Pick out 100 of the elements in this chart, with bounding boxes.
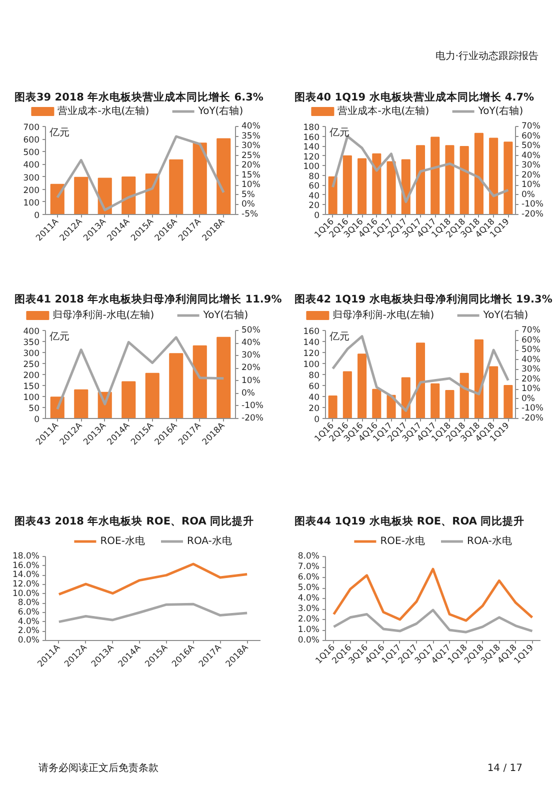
y2-tick-label: 60% — [522, 131, 540, 142]
bar — [445, 390, 454, 418]
legend-label: 归母净利润-水电(左轴) — [52, 309, 154, 321]
bar — [192, 345, 207, 418]
y-tick-label: 60 — [308, 382, 320, 392]
y-tick-label: 2.0% — [18, 626, 40, 636]
bar — [504, 142, 513, 214]
y-tick-label: 20 — [308, 201, 320, 212]
y-axis-title: 亿元 — [48, 128, 70, 138]
y2-tick-label: 70% — [522, 122, 540, 132]
y-tick-label: 200 — [23, 186, 40, 196]
bar — [122, 381, 136, 418]
legend-label: 营业成本-水电(左轴) — [58, 105, 150, 117]
bar — [169, 159, 184, 214]
y2-tick-label: 0% — [522, 394, 535, 404]
y-tick-label: 100 — [23, 393, 40, 403]
y2-tick-label: 10% — [242, 180, 260, 190]
y2-tick-label: 60% — [522, 335, 540, 346]
bar — [489, 366, 498, 418]
legend-label: ROA-水电 — [467, 535, 512, 547]
bar — [50, 184, 64, 214]
chart-title: 图表44 1Q19 水电板块 ROE、ROA 同比提升 — [294, 514, 525, 528]
chart-title: 图表40 1Q19 水电板块营业成本同比增长 4.7% — [294, 90, 535, 104]
y-tick-label: 350 — [23, 338, 40, 348]
y-tick-label: 1.0% — [298, 625, 320, 635]
y-tick-label: 400 — [23, 160, 40, 171]
chart-title: 图表43 2018 年水电板块 ROE、ROA 同比提升 — [14, 514, 254, 528]
y2-tick-label: -20% — [522, 210, 544, 220]
y-tick-label: 160 — [303, 132, 320, 143]
y-tick-label: 700 — [23, 123, 40, 133]
y-tick-label: 4.0% — [298, 594, 320, 604]
y-tick-label: 0.0% — [298, 636, 320, 646]
y2-tick-label: 0% — [522, 190, 535, 200]
chart-title: 图表42 1Q19 水电板块归母净利润同比增长 19.3% — [294, 292, 553, 306]
bar — [216, 336, 231, 418]
y-tick-label: 20 — [308, 404, 320, 414]
legend-label: 营业成本-水电(左轴) — [338, 105, 430, 117]
bar — [358, 158, 367, 214]
y2-tick-label: 30% — [522, 364, 540, 375]
y-tick-label: 180 — [303, 123, 320, 133]
legend-label: YoY(右轴) — [197, 105, 244, 117]
bar — [372, 153, 382, 214]
legend-label: ROA-水电 — [187, 535, 232, 547]
y-tick-label: 14.0% — [12, 570, 40, 580]
y2-tick-label: 20% — [522, 170, 540, 180]
line-series — [332, 135, 510, 204]
y-tick-label: 0 — [34, 415, 40, 425]
y2-tick-label: 50% — [522, 345, 540, 356]
y2-tick-label: 0% — [242, 388, 255, 398]
y-tick-label: 140 — [303, 142, 320, 153]
y-tick-label: 0 — [314, 415, 320, 425]
bar — [328, 176, 338, 214]
y-tick-label: 10.0% — [12, 588, 40, 599]
y-tick-label: 200 — [23, 371, 40, 381]
y2-tick-label: -10% — [242, 400, 264, 411]
y-tick-label: 18.0% — [12, 552, 40, 562]
bar — [122, 176, 136, 214]
legend-label: 归母净利润-水电(左轴) — [332, 309, 434, 321]
y2-tick-label: 40% — [242, 122, 260, 132]
y2-tick-label: 30% — [522, 160, 540, 171]
y-tick-label: 12.0% — [12, 580, 40, 590]
y-tick-label: 8.0% — [298, 552, 320, 562]
y-tick-label: 6.0% — [18, 608, 40, 618]
bar — [342, 155, 352, 214]
y2-tick-label: -20% — [242, 414, 264, 424]
y2-tick-label: -10% — [522, 200, 544, 210]
bar — [358, 354, 367, 418]
chart-title: 图表39 2018 年水电板块营业成本同比增长 6.3% — [14, 90, 264, 104]
text: 请务必阅读正文后免责条款 — [38, 762, 158, 774]
y-tick-label: 0 — [314, 211, 320, 221]
bar — [169, 353, 184, 418]
bar — [430, 136, 440, 214]
y2-tick-label: 35% — [242, 131, 260, 142]
y-tick-label: 8.0% — [18, 598, 40, 608]
y-tick-label: 80 — [308, 371, 320, 381]
y2-tick-label: -20% — [522, 414, 544, 424]
y2-tick-label: -5% — [242, 210, 258, 220]
legend-label: YoY(右轴) — [202, 309, 248, 321]
y-tick-label: 140 — [303, 338, 320, 348]
y-axis-title: 亿元 — [328, 128, 350, 138]
bar — [216, 138, 231, 214]
y-tick-label: 50 — [28, 404, 40, 414]
bar — [386, 161, 396, 214]
text: 14 / 17 — [487, 763, 523, 774]
bar — [445, 145, 454, 214]
bar — [416, 342, 426, 418]
y2-tick-label: 10% — [522, 180, 540, 190]
y-tick-label: 16.0% — [12, 560, 40, 571]
y2-tick-label: 20% — [522, 374, 540, 384]
bar — [192, 142, 207, 214]
bar — [489, 138, 498, 214]
y2-tick-label: 50% — [522, 141, 540, 152]
bar — [504, 385, 513, 418]
y-tick-label: 100 — [23, 198, 40, 208]
y2-tick-label: 40% — [522, 150, 540, 161]
line-series — [56, 135, 225, 212]
y2-tick-label: 70% — [522, 326, 540, 336]
y2-tick-label: 0% — [242, 200, 255, 210]
bar — [74, 176, 88, 214]
y-tick-label: 300 — [23, 173, 40, 184]
